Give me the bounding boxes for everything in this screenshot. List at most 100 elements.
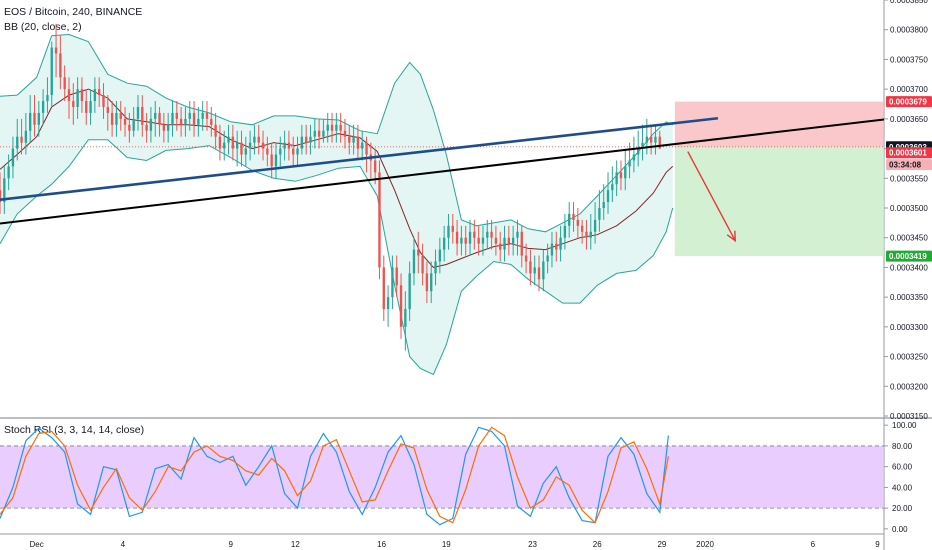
candle <box>46 77 49 113</box>
take-profit-zone <box>674 146 884 257</box>
candle <box>361 130 364 161</box>
candle <box>580 219 584 244</box>
stoch-d-line <box>0 426 669 524</box>
candle <box>615 160 618 197</box>
candle <box>421 243 424 286</box>
candle <box>464 225 467 256</box>
candle-body <box>93 89 97 102</box>
price-tick-label: 0.0003300 <box>890 323 928 332</box>
candle <box>93 77 97 113</box>
candle-body <box>110 112 114 125</box>
candle <box>28 95 32 143</box>
candle <box>283 130 286 161</box>
candle-body <box>11 148 15 167</box>
candle-body <box>54 47 58 54</box>
candle <box>378 160 381 280</box>
candle-body <box>184 118 187 125</box>
candle <box>524 243 528 274</box>
candle <box>304 124 308 155</box>
candle-body <box>136 106 140 119</box>
candle-body <box>227 136 230 143</box>
candle <box>438 237 442 274</box>
candle-body <box>3 178 6 203</box>
price-tick-label: 0.0003450 <box>890 234 928 243</box>
candle <box>572 202 575 232</box>
candle-body <box>542 261 545 280</box>
candle <box>171 101 174 137</box>
candle-body <box>102 95 105 107</box>
candle <box>89 89 92 125</box>
candle <box>205 101 209 131</box>
candle <box>611 166 614 203</box>
candle <box>292 136 295 167</box>
candle-body <box>585 231 588 238</box>
osc-tick-label: 40.00 <box>892 483 913 492</box>
candle <box>313 118 316 149</box>
candle <box>555 231 558 262</box>
candle <box>404 291 407 351</box>
candle <box>568 202 571 238</box>
candle-body <box>451 225 454 232</box>
price-tick-label: 0.0003400 <box>890 263 928 272</box>
candle-body <box>619 172 623 179</box>
candle <box>309 124 312 155</box>
candle-body <box>598 208 601 220</box>
osc-tick-label: 80.00 <box>892 442 913 451</box>
price-tag-bg <box>886 147 932 159</box>
candle <box>529 249 532 286</box>
candle <box>41 89 45 125</box>
candle <box>145 112 148 143</box>
candle-body <box>559 237 562 250</box>
candle <box>274 142 278 179</box>
candle-body <box>378 172 381 268</box>
candle-body <box>162 124 166 131</box>
candle <box>373 148 377 185</box>
candle-body <box>106 106 109 113</box>
candle <box>261 130 265 161</box>
candle <box>210 106 213 137</box>
candle <box>235 130 239 167</box>
candle-body <box>166 124 170 131</box>
candle-body <box>546 255 549 262</box>
candle-body <box>261 142 265 149</box>
candle-body <box>641 142 644 149</box>
candle-body <box>589 231 592 238</box>
candle-body <box>322 130 325 137</box>
candle <box>356 124 360 161</box>
candle-body <box>231 136 235 149</box>
candle-body <box>330 124 334 131</box>
price-tick-label: 0.0003500 <box>890 204 928 213</box>
candle <box>447 213 450 250</box>
candle <box>317 118 321 149</box>
candle-body <box>537 267 541 280</box>
candle <box>179 106 183 137</box>
arrow-shaft <box>687 151 736 242</box>
candle-body <box>313 130 316 137</box>
candle-body <box>257 136 260 143</box>
candle-body <box>287 142 291 149</box>
candle <box>253 124 256 155</box>
candle <box>434 249 437 286</box>
candle <box>72 83 75 125</box>
candle <box>175 101 178 131</box>
candle-body <box>624 166 627 179</box>
candle-body <box>611 184 614 191</box>
candle-body <box>304 136 308 143</box>
candle-body <box>89 101 92 113</box>
candle-body <box>421 255 424 274</box>
candle <box>563 213 567 250</box>
candle <box>412 237 416 286</box>
candle <box>330 112 334 143</box>
candle <box>102 83 105 119</box>
price-tag-bg <box>886 250 932 262</box>
candle <box>408 261 411 321</box>
candle <box>214 112 217 149</box>
candle <box>76 77 79 119</box>
candle-body <box>529 261 532 274</box>
candle-body <box>279 148 282 155</box>
price-tag-bg <box>886 159 932 171</box>
candle-body <box>335 124 338 131</box>
candle-body <box>477 237 480 244</box>
candle <box>339 112 342 143</box>
